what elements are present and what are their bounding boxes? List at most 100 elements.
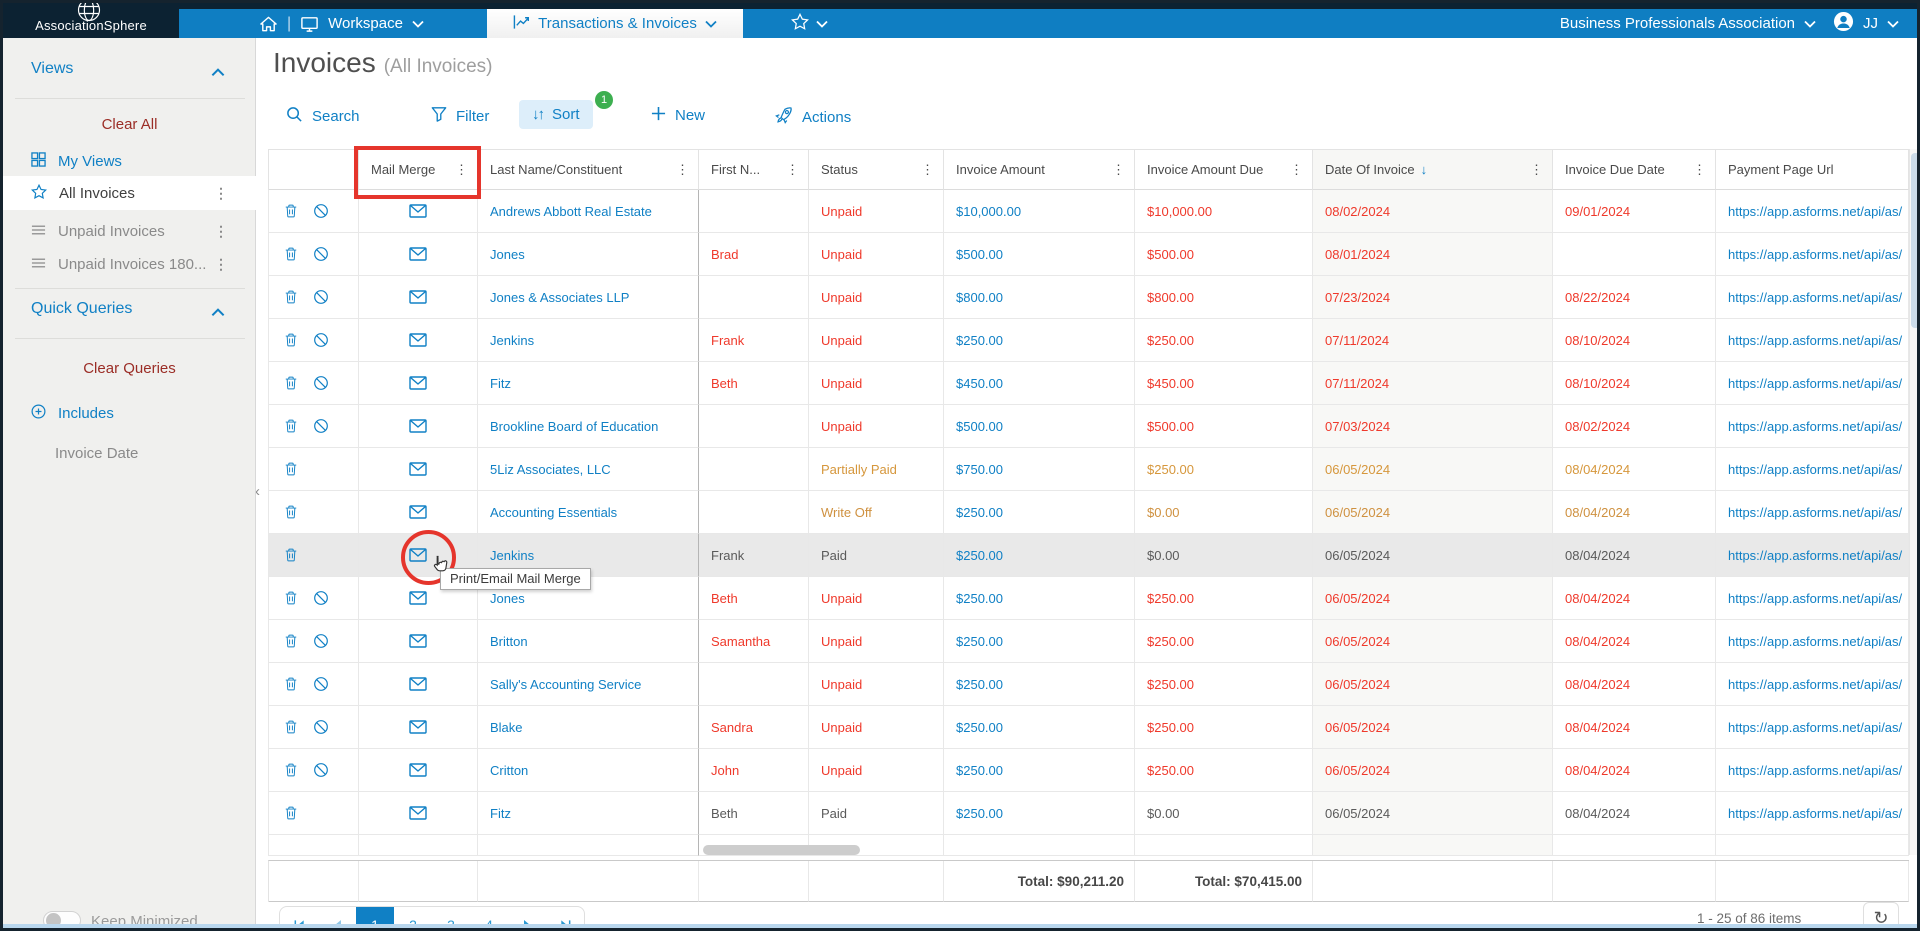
sidebar-item-my-views[interactable]: My Views <box>3 146 256 176</box>
invoice-amount-link[interactable]: $250.00 <box>956 504 1003 520</box>
constituent-link[interactable]: Accounting Essentials <box>490 504 618 520</box>
invoice-amount-link[interactable]: $750.00 <box>956 461 1003 477</box>
kebab-menu-icon[interactable] <box>921 162 934 178</box>
kebab-menu-icon[interactable] <box>786 162 799 178</box>
header-invoice-amount[interactable]: Invoice Amount <box>944 150 1135 190</box>
header-payment-page-url[interactable]: Payment Page Url <box>1716 150 1909 190</box>
void-icon[interactable] <box>313 633 329 649</box>
void-icon[interactable] <box>313 246 329 262</box>
mail-merge-icon[interactable] <box>409 763 427 777</box>
payment-url-link[interactable]: https://app.asforms.net/api/as/ <box>1728 719 1903 735</box>
header-date-of-invoice[interactable]: Date Of Invoice ↓ <box>1313 150 1553 190</box>
payment-url-link[interactable]: https://app.asforms.net/api/as/ <box>1728 203 1903 219</box>
constituent-link[interactable]: Jenkins <box>490 332 535 348</box>
chevron-down-icon[interactable] <box>816 15 828 33</box>
filter-button[interactable]: Filter <box>431 106 489 126</box>
invoice-amount-link[interactable]: $250.00 <box>956 805 1003 821</box>
delete-icon[interactable] <box>284 332 298 348</box>
void-icon[interactable] <box>313 289 329 305</box>
invoice-amount-link[interactable]: $500.00 <box>956 418 1003 434</box>
constituent-link[interactable]: Critton <box>490 762 529 778</box>
mail-merge-icon[interactable] <box>409 720 427 734</box>
constituent-link[interactable]: Britton <box>490 633 528 649</box>
collapse-queries-icon[interactable] <box>211 304 225 322</box>
payment-url-link[interactable]: https://app.asforms.net/api/as/ <box>1728 676 1903 692</box>
payment-url-link[interactable]: https://app.asforms.net/api/as/ <box>1728 332 1903 348</box>
payment-url-link[interactable]: https://app.asforms.net/api/as/ <box>1728 375 1903 391</box>
mail-merge-icon[interactable] <box>409 505 427 519</box>
vertical-scrollbar-track[interactable] <box>1909 149 1917 855</box>
sidebar-item-unpaid-invoices[interactable]: Unpaid Invoices <box>3 216 256 246</box>
payment-url-link[interactable]: https://app.asforms.net/api/as/ <box>1728 504 1903 520</box>
mail-merge-icon[interactable] <box>409 677 427 691</box>
header-last-name[interactable]: Last Name/Constituent <box>478 150 699 190</box>
kebab-menu-icon[interactable] <box>214 256 228 273</box>
mail-merge-icon[interactable] <box>409 204 427 218</box>
page-button-1[interactable]: 1 <box>356 907 394 928</box>
header-invoice-amount-due[interactable]: Invoice Amount Due <box>1135 150 1313 190</box>
delete-icon[interactable] <box>284 633 298 649</box>
clear-all-button[interactable]: Clear All <box>101 116 158 133</box>
mail-merge-icon[interactable] <box>409 462 427 476</box>
page-button-4[interactable]: 4 <box>470 907 508 928</box>
void-icon[interactable] <box>313 203 329 219</box>
payment-url-link[interactable]: https://app.asforms.net/api/as/ <box>1728 547 1903 563</box>
home-icon[interactable] <box>259 15 278 33</box>
invoice-amount-link[interactable]: $450.00 <box>956 375 1003 391</box>
void-icon[interactable] <box>313 676 329 692</box>
sidebar-item-includes[interactable]: Includes <box>3 398 256 428</box>
header-first-name[interactable]: First N... <box>699 150 809 190</box>
mail-merge-icon[interactable] <box>409 290 427 304</box>
void-icon[interactable] <box>313 590 329 606</box>
constituent-link[interactable]: Sally's Accounting Service <box>490 676 642 692</box>
payment-url-link[interactable]: https://app.asforms.net/api/as/ <box>1728 289 1903 305</box>
favorites-star-icon[interactable] <box>791 12 809 35</box>
delete-icon[interactable] <box>284 676 298 692</box>
void-icon[interactable] <box>313 418 329 434</box>
void-icon[interactable] <box>313 762 329 778</box>
sidebar-item-invoice-date[interactable]: Invoice Date <box>3 438 256 468</box>
sidebar-item-all-invoices[interactable]: All Invoices <box>3 176 256 210</box>
horizontal-scrollbar[interactable] <box>703 845 860 855</box>
delete-icon[interactable] <box>284 203 298 219</box>
constituent-link[interactable]: Jones & Associates LLP <box>490 289 630 305</box>
workspace-menu[interactable]: Workspace <box>328 15 403 32</box>
mail-merge-icon[interactable] <box>409 376 427 390</box>
chevron-down-icon[interactable] <box>412 15 424 33</box>
page-button-3[interactable]: 3 <box>432 907 470 928</box>
constituent-link[interactable]: Fitz <box>490 805 511 821</box>
delete-icon[interactable] <box>284 375 298 391</box>
delete-icon[interactable] <box>284 547 298 563</box>
invoice-amount-link[interactable]: $250.00 <box>956 332 1003 348</box>
avatar[interactable] <box>1833 11 1854 36</box>
invoice-amount-link[interactable]: $250.00 <box>956 547 1003 563</box>
chevron-down-icon[interactable] <box>1804 15 1816 32</box>
kebab-menu-icon[interactable] <box>1290 162 1303 178</box>
invoice-amount-link[interactable]: $800.00 <box>956 289 1003 305</box>
page-button-2[interactable]: 2 <box>394 907 432 928</box>
invoice-amount-link[interactable]: $250.00 <box>956 633 1003 649</box>
mail-merge-icon[interactable] <box>409 634 427 648</box>
kebab-menu-icon[interactable] <box>214 185 228 202</box>
delete-icon[interactable] <box>284 762 298 778</box>
kebab-menu-icon[interactable] <box>1112 162 1125 178</box>
kebab-menu-icon[interactable] <box>676 162 689 178</box>
payment-url-link[interactable]: https://app.asforms.net/api/as/ <box>1728 246 1903 262</box>
payment-url-link[interactable]: https://app.asforms.net/api/as/ <box>1728 633 1903 649</box>
user-initials[interactable]: JJ <box>1863 15 1878 32</box>
mail-merge-icon[interactable] <box>409 591 427 605</box>
void-icon[interactable] <box>313 719 329 735</box>
tab-transactions-invoices[interactable]: Transactions & Invoices <box>487 9 743 38</box>
payment-url-link[interactable]: https://app.asforms.net/api/as/ <box>1728 762 1903 778</box>
chevron-down-icon[interactable] <box>1887 15 1899 32</box>
clear-queries-button[interactable]: Clear Queries <box>83 360 176 377</box>
constituent-link[interactable]: Fitz <box>490 375 511 391</box>
organization-name[interactable]: Business Professionals Association <box>1559 15 1795 32</box>
delete-icon[interactable] <box>284 504 298 520</box>
search-button[interactable]: Search <box>286 106 360 127</box>
payment-url-link[interactable]: https://app.asforms.net/api/as/ <box>1728 805 1903 821</box>
kebab-menu-icon[interactable] <box>1693 162 1706 178</box>
constituent-link[interactable]: Blake <box>490 719 523 735</box>
void-icon[interactable] <box>313 332 329 348</box>
payment-url-link[interactable]: https://app.asforms.net/api/as/ <box>1728 461 1903 477</box>
